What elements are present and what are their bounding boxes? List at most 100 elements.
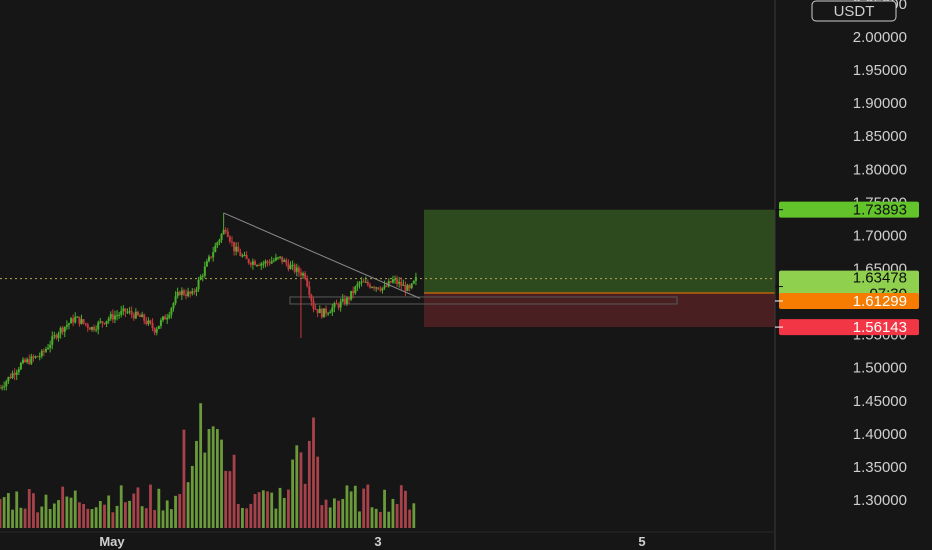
candle-body <box>95 329 98 331</box>
volume-bar <box>23 508 27 528</box>
price-tick-label: 1.50000 <box>853 360 907 377</box>
candle-body <box>187 291 190 297</box>
candle-body <box>402 284 405 286</box>
volume-bar <box>136 487 140 528</box>
volume-bar <box>370 507 374 528</box>
candle-body <box>302 273 305 276</box>
candle-body <box>297 267 300 273</box>
take-profit-tag[interactable]: 1.73893 <box>775 201 919 219</box>
candle-body <box>147 320 150 324</box>
volume-bar <box>261 490 265 528</box>
volume-bar <box>78 502 81 528</box>
volume-bar <box>232 454 236 528</box>
volume-bar <box>287 489 290 528</box>
candle-body <box>134 311 137 319</box>
candle-body <box>111 314 114 320</box>
volume-bar <box>119 485 123 528</box>
volume-bar <box>65 496 69 528</box>
candle-body <box>26 359 29 363</box>
candle-body <box>379 289 382 291</box>
candle-body <box>281 256 284 262</box>
candle-body <box>28 359 31 364</box>
candle-body <box>74 316 77 323</box>
candle-body <box>295 267 298 272</box>
candle-body <box>308 286 311 295</box>
candle-body <box>270 261 273 264</box>
time-axis[interactable]: May 3 5 <box>0 531 775 549</box>
candle-body <box>375 287 378 289</box>
candle-body <box>289 265 292 270</box>
time-tick-label: 3 <box>374 534 381 549</box>
candle-body <box>15 372 18 375</box>
candle-body <box>139 315 142 318</box>
candle-body <box>410 283 413 289</box>
candle-body <box>318 308 321 314</box>
candle-body <box>86 324 89 328</box>
candle-body <box>17 369 20 373</box>
stop-loss-tag[interactable]: 1.56143 <box>775 319 919 336</box>
volume-bar <box>228 471 232 528</box>
volume-bar <box>140 506 144 528</box>
volume-bar <box>153 510 157 528</box>
volume-bar <box>124 502 127 528</box>
candle-body <box>82 319 85 324</box>
volume-bar <box>320 505 324 528</box>
volume-bar <box>36 512 40 528</box>
volume-bar <box>404 490 407 528</box>
candle-body <box>101 321 104 323</box>
entry-price-tag[interactable]: 1.61299 <box>775 292 919 310</box>
candle-body <box>107 318 110 321</box>
candle-body <box>406 285 409 291</box>
candle-body <box>243 255 246 257</box>
candle-body <box>293 264 296 272</box>
volume-bar <box>15 491 19 528</box>
volume-bar <box>32 493 35 528</box>
stop-loss-zone[interactable] <box>424 292 775 328</box>
candle-body <box>279 256 282 258</box>
candle-body <box>145 320 148 324</box>
last-price-tag-label: 1.63478 <box>853 270 907 287</box>
candle-body <box>109 314 112 319</box>
trendline[interactable] <box>223 212 420 299</box>
candle-body <box>320 308 323 318</box>
candle-body <box>235 246 238 252</box>
candle-body <box>306 278 309 287</box>
volume-bar <box>82 504 85 528</box>
candle-body <box>70 318 73 324</box>
price-tick-label: 1.40000 <box>853 426 907 443</box>
candle-body <box>249 262 252 265</box>
currency-badge[interactable]: USDT <box>811 0 897 22</box>
volume-bar <box>86 508 90 528</box>
candle-body <box>337 304 340 308</box>
candle-body <box>97 322 100 330</box>
volume-bar <box>149 484 152 528</box>
time-tick-label: 5 <box>638 534 645 549</box>
candle-body <box>362 281 365 283</box>
candle-body <box>251 261 254 265</box>
candle-body <box>11 373 14 379</box>
volume-bar <box>312 417 315 528</box>
volume-bar <box>165 500 169 528</box>
volume-bar <box>299 452 303 528</box>
candle-body <box>287 263 290 270</box>
take-profit-zone[interactable] <box>424 209 775 293</box>
candle-body <box>266 261 269 263</box>
candle-body <box>67 323 70 326</box>
candle-body <box>126 311 129 313</box>
price-tick-label: 1.70000 <box>853 227 907 244</box>
entry-price-tag-bg <box>779 292 919 309</box>
candle-body <box>30 356 33 364</box>
candle-body <box>36 356 39 358</box>
candle-body <box>80 319 83 324</box>
volume-bar <box>40 506 44 528</box>
volume-bar <box>236 504 240 528</box>
candle-body <box>0 387 1 389</box>
consolidation-box[interactable] <box>289 296 678 305</box>
candle-body <box>228 236 231 242</box>
candle-body <box>381 287 384 291</box>
candle-body <box>358 282 361 285</box>
volume-bar <box>161 510 165 528</box>
volume-bar <box>57 500 60 528</box>
